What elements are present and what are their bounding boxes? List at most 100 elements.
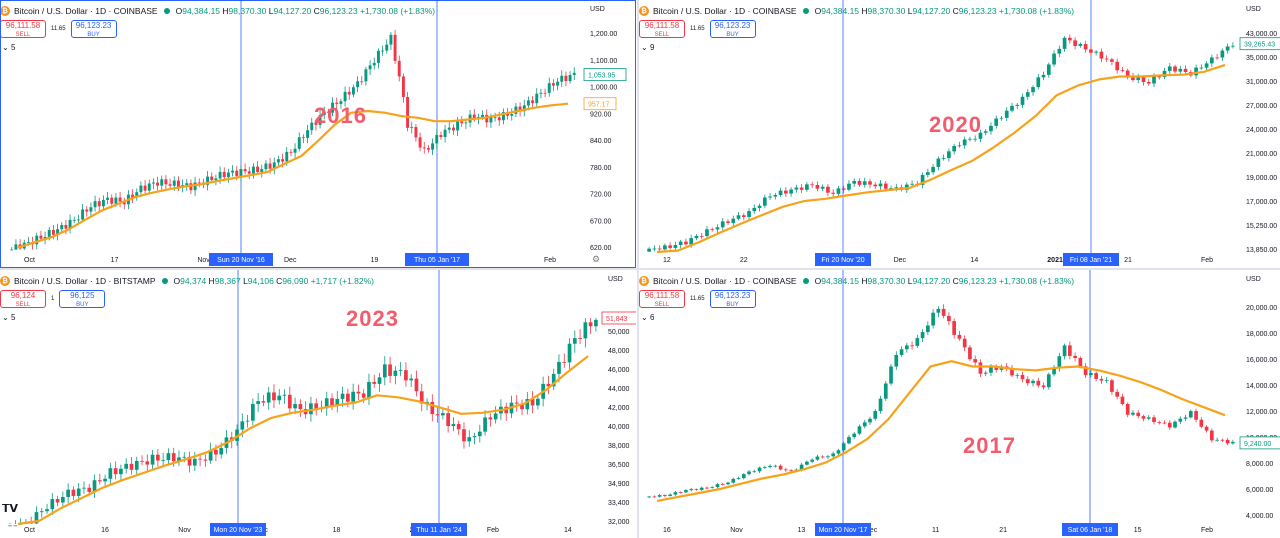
candle xyxy=(810,458,814,464)
candle xyxy=(968,136,972,142)
buy-button[interactable]: 96,125 BUY xyxy=(59,290,106,308)
candle xyxy=(826,454,830,460)
candle xyxy=(752,204,757,214)
market-open-dot-icon xyxy=(163,8,170,14)
buy-button[interactable]: 96,123.23 BUY xyxy=(70,20,117,38)
crosshair-date-tag: Thu 11 Jan '24 xyxy=(411,523,467,536)
chart-panel-top-left[interactable]: 1,200.00 1,100.00 1,000.00 920.00 840.00 780.… xyxy=(0,0,636,268)
horizontal-divider[interactable] xyxy=(0,268,1280,270)
y-axis-tick-label: 12,000.00 xyxy=(1246,409,1277,416)
candle xyxy=(1225,438,1230,446)
settings-gear-icon[interactable]: ⚙ xyxy=(592,254,601,264)
indicator-toggle[interactable]: ⌄ 9 xyxy=(641,43,654,52)
candle xyxy=(372,57,376,70)
candle xyxy=(1115,389,1120,400)
candle xyxy=(699,232,704,239)
candle xyxy=(1068,34,1072,44)
candle xyxy=(151,178,155,190)
y-axis-tick-label: 620.00 xyxy=(590,245,612,252)
candle xyxy=(1231,42,1235,49)
indicator-toggle[interactable]: ⌄ 5 xyxy=(2,313,15,322)
indicator-toggle[interactable]: ⌄ 6 xyxy=(641,313,654,322)
chart-panel-bottom-left[interactable]: 50,000 48,000 46,000 44,000 42,000 40,000 38,0… xyxy=(0,270,636,538)
candle xyxy=(957,141,962,148)
price-chart-canvas[interactable]: 50,000 48,000 46,000 44,000 42,000 40,000 38,0… xyxy=(0,270,636,538)
y-axis-tick-label: 14,000.00 xyxy=(1246,383,1277,390)
candle xyxy=(451,124,455,135)
candle xyxy=(431,138,435,155)
candle xyxy=(147,179,151,195)
candle xyxy=(868,416,872,425)
candle xyxy=(1210,428,1214,443)
sell-button[interactable]: 96,111.58 SELL xyxy=(639,20,685,38)
y-axis-tick-label: 32,000 xyxy=(608,519,630,526)
candle xyxy=(214,174,218,186)
year-annotation: 2016 xyxy=(314,103,367,128)
candle xyxy=(841,185,846,193)
price-chart-canvas[interactable]: 20,000.00 18,000.00 16,000.00 14,000.00 12,0… xyxy=(639,270,1280,538)
candle xyxy=(557,354,561,383)
candle xyxy=(13,520,18,527)
y-axis-tick-label: 18,000.00 xyxy=(1246,331,1277,338)
candle xyxy=(694,234,699,241)
year-annotation: 2023 xyxy=(346,306,399,331)
indicator-count: 6 xyxy=(649,313,655,322)
candle xyxy=(347,86,351,100)
y-axis-tick-label: 20,000.00 xyxy=(1246,305,1277,312)
x-axis-tick-label: Feb xyxy=(544,257,556,264)
candle xyxy=(339,98,343,109)
price-chart-canvas[interactable]: 43,000.00 35,000.00 31,000.00 27,000.00 24,0… xyxy=(639,0,1280,268)
candle xyxy=(1036,74,1041,90)
sell-button[interactable]: 96,111.58 SELL xyxy=(639,290,685,308)
candle xyxy=(389,31,393,51)
indicator-toggle[interactable]: ⌄ 5 xyxy=(2,43,15,52)
chart-panel-top-right[interactable]: 43,000.00 35,000.00 31,000.00 27,000.00 24,0… xyxy=(639,0,1280,268)
tradingview-logo-icon: 𝗧𝗩 xyxy=(2,503,19,515)
sell-button[interactable]: 96,111.58 SELL xyxy=(0,20,46,38)
candle xyxy=(836,448,841,456)
buy-button[interactable]: 96,123.23 BUY xyxy=(709,290,756,308)
candle xyxy=(862,177,867,188)
candle xyxy=(878,395,883,414)
last-price-tag: 1,053.95 xyxy=(583,68,627,82)
candle xyxy=(1015,103,1020,110)
candle xyxy=(831,189,836,197)
x-axis-tick-label: Dec xyxy=(865,527,878,534)
candle xyxy=(372,374,377,388)
candle xyxy=(39,508,44,518)
indicator-count: 5 xyxy=(10,313,16,322)
candle xyxy=(192,451,197,472)
candle xyxy=(678,239,683,249)
x-axis-tick-label: Oct xyxy=(24,527,35,534)
spread-value: 1 xyxy=(51,296,55,302)
buy-label: BUY xyxy=(726,32,739,38)
y-axis-tick-label: 8,000.00 xyxy=(1246,461,1273,468)
y-axis-tick-label: 1,000.00 xyxy=(590,85,617,92)
candle xyxy=(1004,107,1009,122)
candle xyxy=(364,66,368,86)
candle xyxy=(222,167,226,181)
candle xyxy=(510,108,514,121)
candle xyxy=(525,392,530,415)
sell-button[interactable]: 96,124 SELL xyxy=(0,290,46,308)
candle xyxy=(97,197,101,212)
y-axis-tick-label: 6,000.00 xyxy=(1246,487,1273,494)
candle xyxy=(778,187,783,197)
price-chart-canvas[interactable]: 1,200.00 1,100.00 1,000.00 920.00 840.00 780.… xyxy=(0,0,636,268)
candle xyxy=(156,176,160,191)
bitcoin-coin-icon: ₿ xyxy=(0,6,10,16)
candle xyxy=(68,214,72,234)
y-axis-tick-label: 780.00 xyxy=(590,165,612,172)
candle xyxy=(1183,414,1188,422)
buy-button[interactable]: 96,123.23 BUY xyxy=(709,20,756,38)
x-axis-tick-label: Feb xyxy=(1201,527,1213,534)
y-axis-tick-label: 4,000.00 xyxy=(1246,513,1273,520)
crosshair-date-tag: Fri 20 Nov '20 xyxy=(815,253,871,266)
candle xyxy=(1110,378,1114,395)
candle xyxy=(1204,425,1209,433)
chart-panel-bottom-right[interactable]: 20,000.00 18,000.00 16,000.00 14,000.00 12,0… xyxy=(639,270,1280,538)
candle xyxy=(551,368,556,391)
symbol-title: Bitcoin / U.S. Dollar · 1D · BITSTAMP xyxy=(14,276,156,286)
candle xyxy=(226,168,230,183)
chevron-down-icon: ⌄ xyxy=(641,43,650,52)
